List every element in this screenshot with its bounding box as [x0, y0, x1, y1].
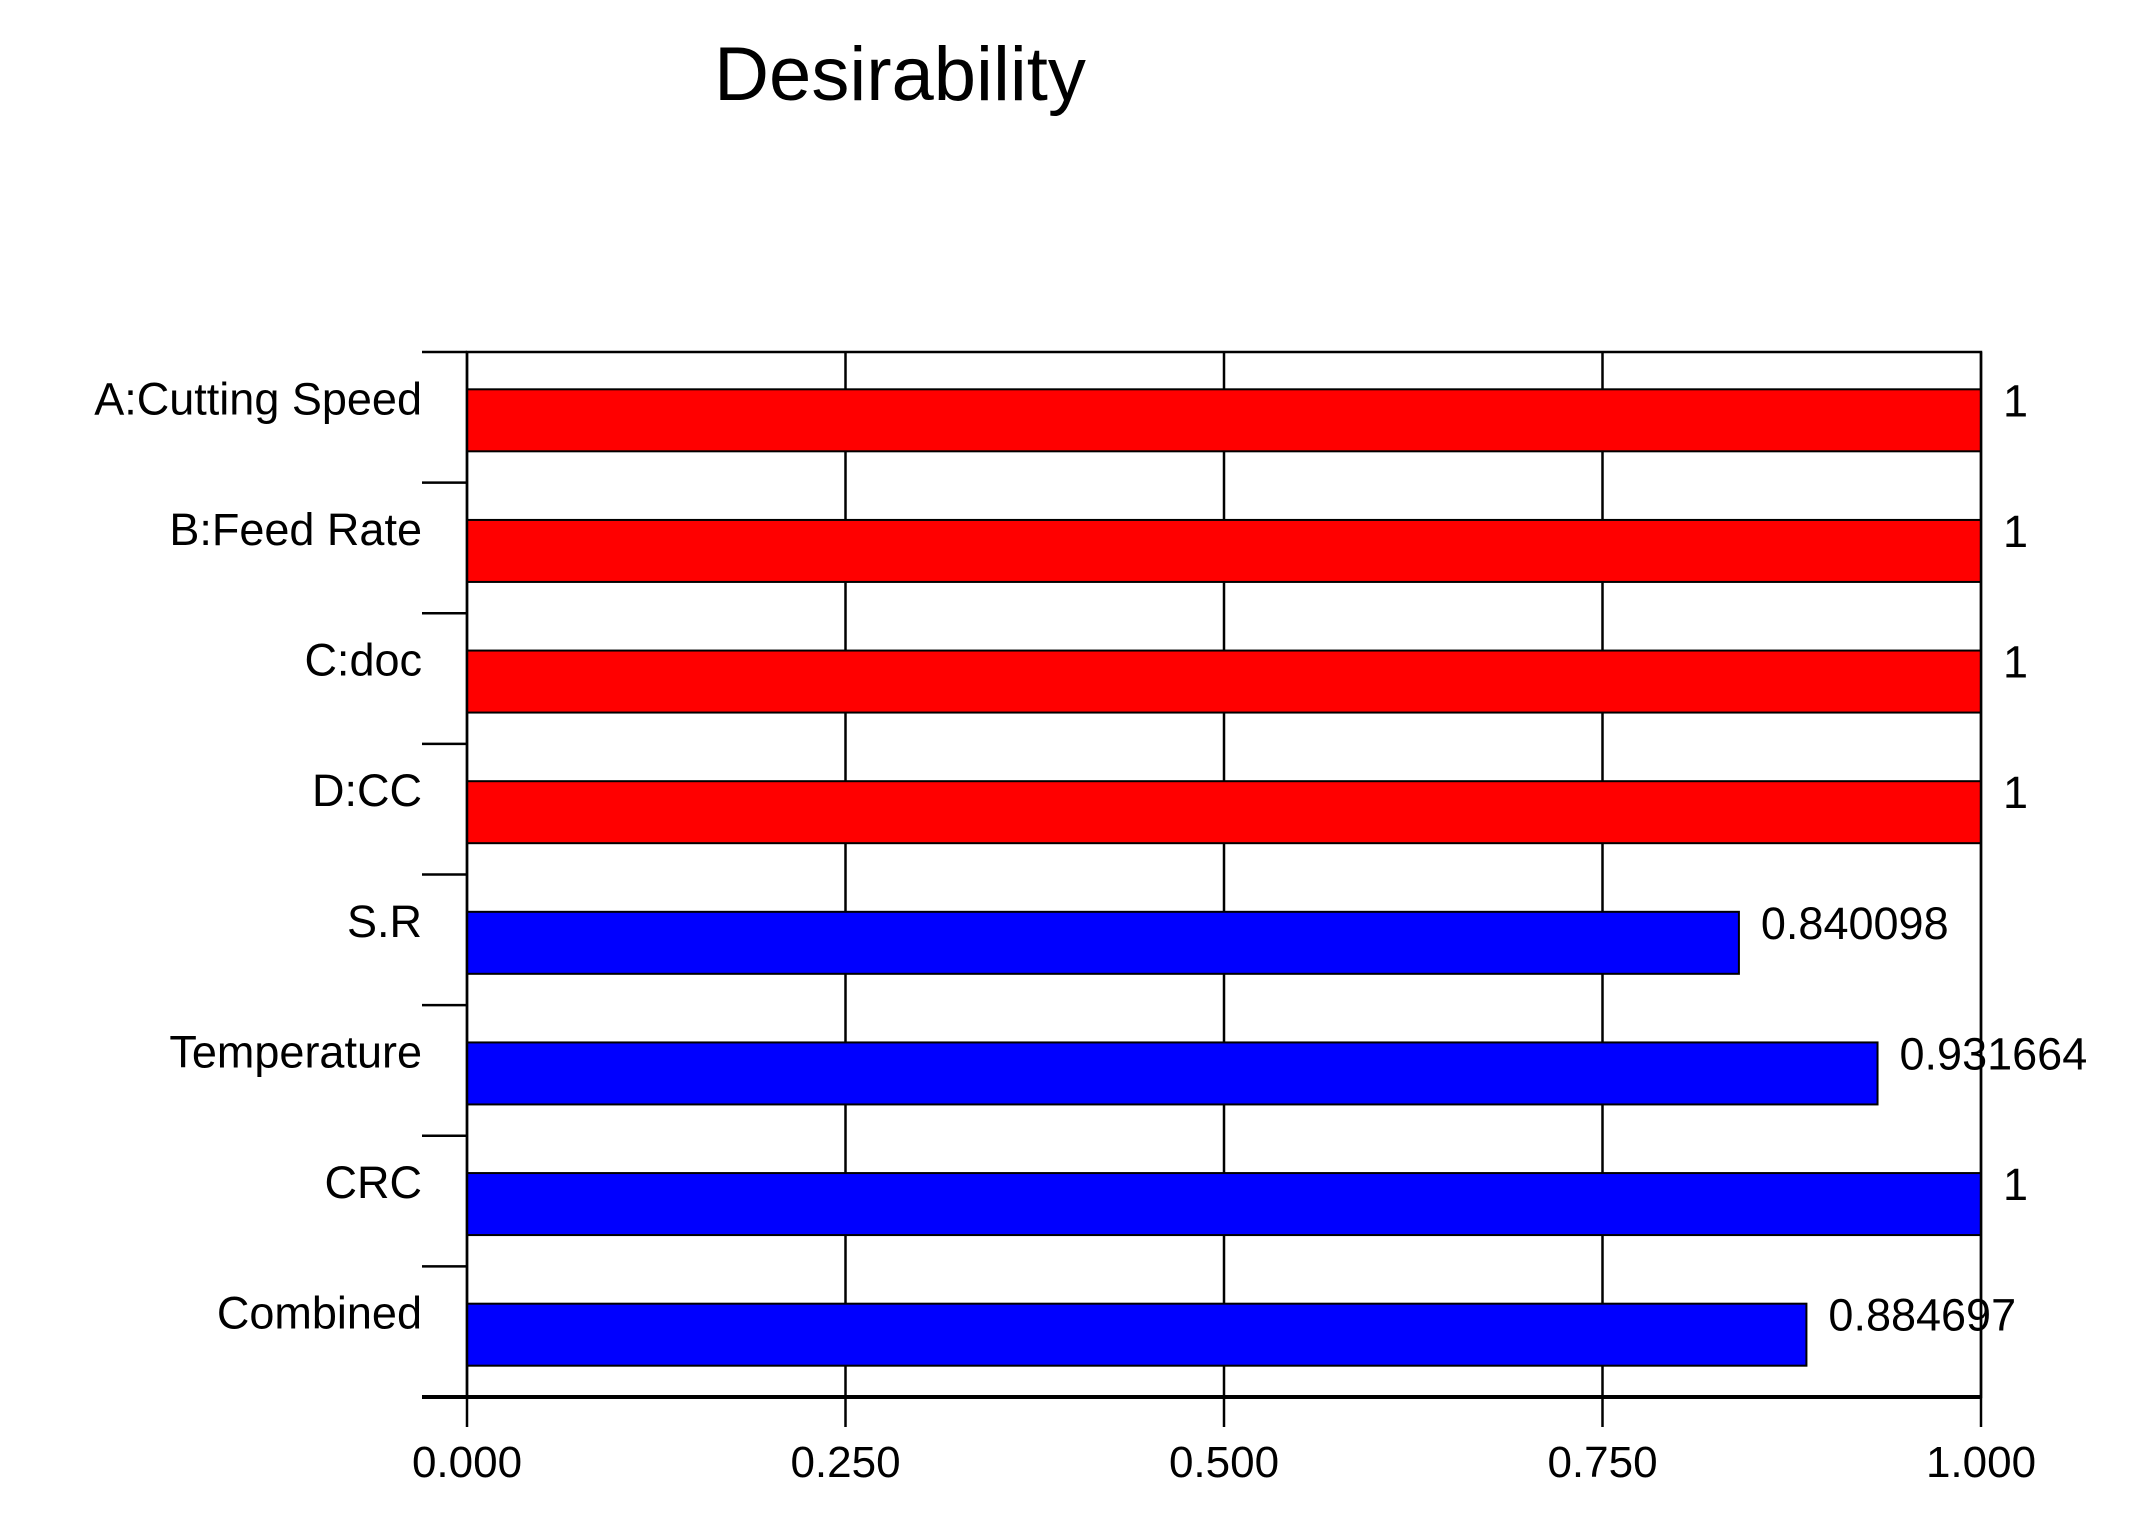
x-tick-label-3: 0.750 — [1547, 1438, 1657, 1487]
plot-frame — [422, 350, 1983, 1427]
value-label-6: 1 — [2003, 1159, 2028, 1210]
x-tick-label-4: 1.000 — [1926, 1438, 2036, 1487]
bar-2 — [466, 649, 1982, 714]
x-tick-label-1: 0.250 — [790, 1438, 900, 1487]
value-label-2: 1 — [2003, 637, 2028, 688]
category-label-5: Temperature — [169, 1026, 422, 1077]
value-label-0: 1 — [2003, 375, 2028, 426]
value-label-1: 1 — [2003, 506, 2028, 557]
value-label-4: 0.840098 — [1761, 898, 1949, 949]
category-label-4: S.R — [347, 896, 422, 947]
value-label-5: 0.931664 — [1900, 1028, 2088, 1079]
value-label-7: 0.884697 — [1828, 1290, 2016, 1341]
grid-lines — [465, 352, 1983, 1397]
bar-6 — [466, 1172, 1982, 1237]
x-tick-label-2: 0.500 — [1169, 1438, 1279, 1487]
label-group: 1 A:Cutting Speed 1 B:Feed Rate 1 C:doc 1 D:CC 0… — [94, 373, 2087, 1487]
bar-3 — [466, 780, 1982, 845]
x-tick-label-0: 0.000 — [412, 1438, 522, 1487]
bar-4 — [466, 910, 1740, 975]
bar-1 — [466, 518, 1982, 583]
bar-5 — [466, 1041, 1879, 1106]
category-label-3: D:CC — [312, 765, 422, 816]
chart-title: Desirability — [714, 32, 1086, 117]
category-label-1: B:Feed Rate — [169, 504, 422, 555]
category-label-0: A:Cutting Speed — [94, 373, 422, 424]
value-label-3: 1 — [2003, 767, 2028, 818]
bar-0 — [466, 388, 1982, 453]
category-label-7: Combined — [217, 1288, 422, 1339]
category-label-6: CRC — [325, 1157, 423, 1208]
bar-7 — [466, 1302, 1808, 1367]
category-label-2: C:doc — [304, 635, 422, 686]
